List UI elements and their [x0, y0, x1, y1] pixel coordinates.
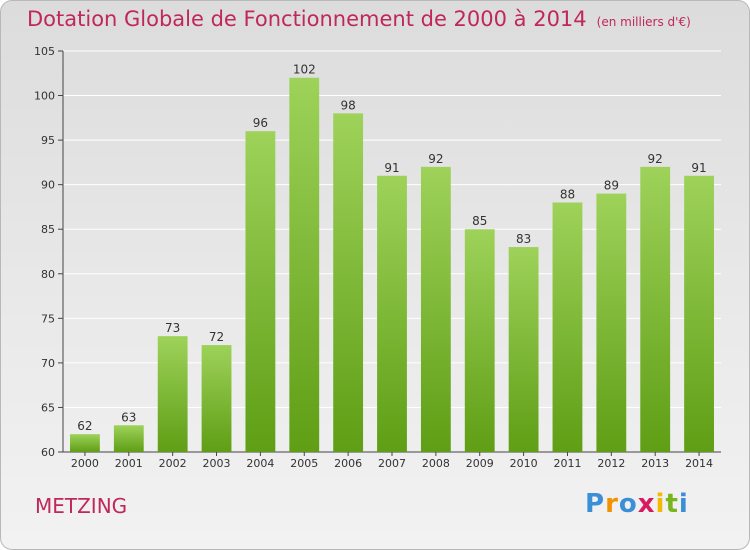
x-tick-label-2012: 2012: [597, 457, 625, 470]
bar-2006: [333, 113, 364, 452]
bar-2011: [552, 202, 583, 452]
y-tick-label: 100: [34, 90, 55, 103]
y-tick-label: 95: [41, 134, 55, 147]
x-tick-label-2014: 2014: [685, 457, 713, 470]
logo-letter: o: [618, 489, 638, 519]
x-tick-label-2000: 2000: [71, 457, 99, 470]
value-label-2001: 63: [121, 410, 136, 424]
value-label-2009: 85: [472, 214, 487, 228]
bar-2003: [201, 345, 232, 452]
logo-letter: r: [605, 489, 619, 519]
x-tick-label-2001: 2001: [115, 457, 143, 470]
value-label-2003: 72: [209, 330, 224, 344]
x-tick-label-2003: 2003: [203, 457, 231, 470]
chart-subtitle: (en milliers d'€): [596, 15, 691, 29]
x-tick-label-2005: 2005: [290, 457, 318, 470]
y-tick-label: 80: [41, 268, 55, 281]
value-label-2013: 92: [648, 152, 663, 166]
value-label-2008: 92: [428, 152, 443, 166]
x-tick-label-2013: 2013: [641, 457, 669, 470]
commune-name: METZING: [35, 494, 128, 518]
y-tick-label: 70: [41, 357, 55, 370]
logo-letter: x: [637, 489, 656, 519]
bar-2001: [113, 425, 144, 452]
logo-letter: i: [678, 489, 689, 519]
axes: 60 65 70 75 80 85 90 95 100 105 2000 2001 2002 2003 20…: [34, 45, 721, 470]
value-label-2014: 91: [691, 161, 706, 175]
bar-2007: [377, 175, 407, 452]
logo-letter: t: [665, 489, 679, 519]
proxiti-logo: Proxiti: [585, 489, 689, 519]
y-tick-label: 105: [34, 45, 55, 58]
y-tick-label: 90: [41, 179, 55, 192]
x-tick-label-2008: 2008: [422, 457, 450, 470]
bar-2012: [596, 193, 627, 453]
chart-title-text: Dotation Globale de Fonctionnement de 20…: [27, 7, 587, 31]
value-label-2010: 83: [516, 232, 531, 246]
bar-2008: [420, 166, 451, 452]
y-tick-label: 75: [41, 312, 55, 325]
y-tick-label: 85: [41, 223, 55, 236]
value-label-2005: 102: [293, 63, 316, 77]
x-tick-label-2010: 2010: [510, 457, 538, 470]
logo-letter: P: [585, 489, 606, 519]
value-label-2007: 91: [384, 161, 399, 175]
bars: [70, 77, 714, 453]
value-label-2012: 89: [604, 179, 619, 193]
x-tick-label-2004: 2004: [246, 457, 274, 470]
x-tick-label-2006: 2006: [334, 457, 362, 470]
x-tick-label-2011: 2011: [553, 457, 581, 470]
bar-2005: [289, 77, 320, 452]
value-label-2011: 88: [560, 187, 575, 201]
y-tick-label: 60: [41, 446, 55, 459]
bar-2014: [684, 175, 714, 452]
value-label-2002: 73: [165, 321, 180, 335]
y-tick-label: 65: [41, 401, 55, 414]
x-tick-label-2009: 2009: [466, 457, 494, 470]
bar-2009: [464, 229, 495, 452]
bar-2000: [70, 434, 100, 452]
chart-title: Dotation Globale de Fonctionnement de 20…: [27, 7, 691, 31]
x-tick-label-2002: 2002: [159, 457, 187, 470]
bar-2013: [640, 166, 671, 452]
bar-2010: [508, 247, 539, 452]
bar-2004: [245, 131, 276, 452]
bar-2002: [157, 336, 188, 452]
data-labels: 62 63 73 72 96 102 98 91 92 85 83 88 89 92 91: [77, 63, 706, 433]
value-label-2004: 96: [253, 116, 268, 130]
value-label-2000: 62: [77, 419, 92, 433]
logo-letter: i: [655, 489, 666, 519]
x-tick-label-2007: 2007: [378, 457, 406, 470]
value-label-2006: 98: [340, 98, 355, 112]
